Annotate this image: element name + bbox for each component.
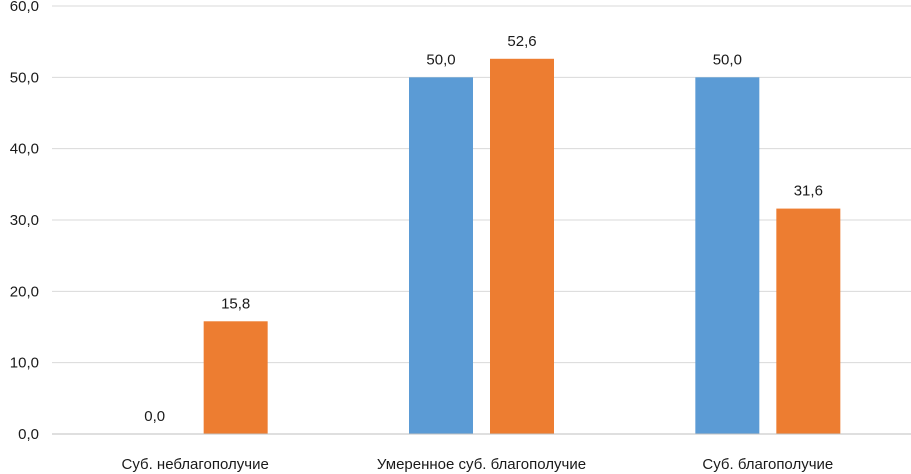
y-tick-label: 10,0 [10,355,39,372]
category-labels: Суб. неблагополучие Умеренное суб. благоп… [122,456,834,473]
data-label: 50,0 [713,51,742,68]
y-tick-label: 30,0 [10,212,39,229]
data-label: 31,6 [794,183,823,200]
y-tick-label: 50,0 [10,69,39,86]
bar [490,58,554,434]
bar [409,77,473,434]
data-label: 15,8 [221,295,250,312]
y-tick-label: 20,0 [10,283,39,300]
y-tick-label: 60,0 [10,0,39,15]
gridlines [52,5,911,364]
data-label: 50,0 [426,51,455,68]
data-labels: 0,0 50,0 50,0 15,8 52,6 31,6 [144,33,823,425]
bars [203,58,841,434]
data-label: 0,0 [144,408,165,425]
category-label: Суб. благополучие [702,456,833,473]
y-tick-label: 40,0 [10,141,39,158]
y-axis-tick-labels: 0,0 10,0 20,0 30,0 40,0 50,0 60,0 [10,0,39,443]
category-label: Умеренное суб. благополучие [377,456,586,473]
bar [695,77,760,434]
y-tick-label: 0,0 [18,426,39,443]
bar [776,208,841,434]
category-label: Суб. неблагополучие [122,456,269,473]
data-label: 52,6 [507,33,536,50]
bar [203,321,268,434]
